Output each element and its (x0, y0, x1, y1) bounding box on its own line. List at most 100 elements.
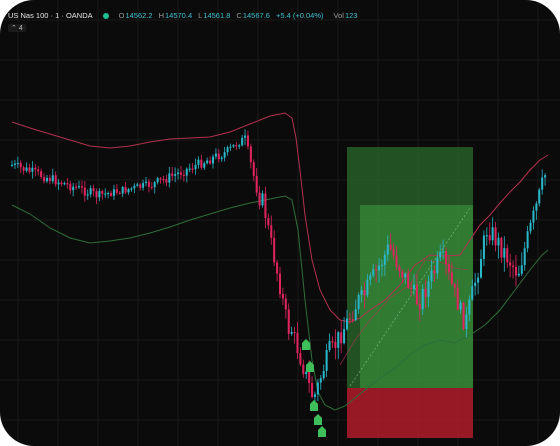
candle (148, 179, 150, 192)
candle-body (538, 190, 540, 204)
candle (241, 135, 243, 147)
candle (157, 177, 159, 185)
candle-body (524, 248, 526, 265)
candle-body (26, 168, 28, 171)
candle-body (46, 178, 48, 181)
candle-body (267, 218, 269, 225)
candle (512, 261, 514, 279)
candle-body (503, 248, 505, 258)
candle-body (162, 179, 164, 180)
candle-body (544, 175, 546, 177)
candle (221, 156, 223, 162)
candle-body (279, 274, 281, 294)
candle (34, 164, 36, 176)
indicators-collapse-button[interactable]: ⌃ 4 (8, 24, 26, 32)
candle-body (439, 252, 441, 258)
candle-body (387, 245, 389, 255)
candle-body (527, 231, 529, 248)
candle-body (422, 289, 424, 309)
candle-body (49, 178, 51, 181)
candle-body (518, 274, 520, 276)
candle-body (259, 193, 261, 206)
candle-body (229, 147, 231, 148)
candle-body (116, 189, 118, 192)
candle (46, 175, 48, 183)
candle-body (361, 290, 363, 295)
signal-markers[interactable] (302, 339, 326, 437)
candle-body (515, 267, 517, 276)
candle-body (390, 245, 392, 250)
candle-body (404, 273, 406, 277)
candle-body (192, 169, 194, 170)
candle (200, 155, 202, 170)
candle-body (460, 303, 462, 310)
candle-body (396, 255, 398, 266)
candle-body (113, 189, 115, 196)
candle (40, 169, 42, 180)
candle (267, 214, 269, 230)
candle-body (232, 145, 234, 147)
candle (206, 158, 208, 165)
candle (189, 164, 191, 172)
open-value: 14562.2 (125, 11, 152, 20)
candle (340, 321, 342, 353)
candle-body (532, 211, 534, 223)
candle (229, 144, 231, 151)
candle-body (241, 138, 243, 146)
signal-marker (310, 400, 318, 411)
target-zone-dim[interactable] (347, 147, 473, 205)
chart-legend: US Nas 100 · 1 · OANDA O 14562.2 H 14570.4… (8, 11, 357, 20)
candle (323, 365, 325, 381)
volume-label: Vol (334, 11, 344, 20)
candle-body (177, 172, 179, 174)
symbol-label[interactable]: US Nas 100 · 1 · OANDA (8, 11, 93, 20)
candle-body (58, 183, 60, 185)
candle (474, 273, 476, 295)
candle-body (84, 188, 86, 196)
candle-body (104, 193, 106, 194)
candle-body (253, 162, 255, 176)
candle-body (291, 332, 293, 334)
candle-body (256, 176, 258, 193)
candle-body (430, 271, 432, 282)
candle (256, 168, 258, 196)
candle (55, 171, 57, 186)
candle-body (372, 269, 374, 275)
long-position-tool[interactable] (347, 147, 473, 438)
candle (518, 266, 520, 277)
candle-body (401, 271, 403, 277)
candle-body (55, 175, 57, 184)
candle (282, 288, 284, 305)
candle (69, 181, 71, 194)
candle-body (337, 332, 339, 348)
candle (95, 189, 97, 205)
candle (119, 191, 121, 195)
candle-body (326, 350, 328, 371)
candle-body (495, 227, 497, 245)
candle-body (17, 163, 19, 164)
candle-body (63, 183, 65, 184)
open-label: O (119, 11, 125, 20)
candle-body (218, 154, 220, 159)
candle-body (489, 235, 491, 240)
candle (463, 302, 465, 331)
candle (535, 201, 537, 220)
candle-body (95, 191, 97, 197)
candle-body (445, 251, 447, 264)
candle-body (477, 278, 479, 283)
candle (125, 182, 127, 194)
candle (84, 181, 86, 202)
candle-body (52, 175, 54, 181)
candle (14, 160, 16, 169)
candle-body (148, 182, 150, 187)
candle-body (20, 163, 22, 167)
stop-zone[interactable] (347, 388, 473, 438)
candle-body (122, 187, 124, 194)
candle-body (37, 169, 39, 171)
candle (98, 188, 100, 201)
candle-body (512, 266, 514, 267)
candle (244, 129, 246, 145)
candle-body (506, 248, 508, 262)
